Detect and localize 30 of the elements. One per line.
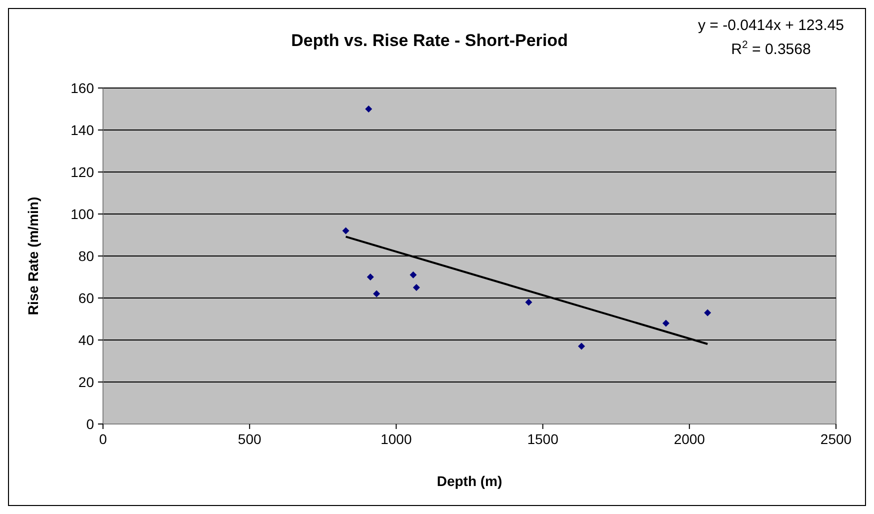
y-tick-label: 60 <box>78 290 94 306</box>
point <box>578 342 585 350</box>
x-tick-label: 1500 <box>527 431 559 447</box>
y-tick-label: 0 <box>86 416 94 432</box>
y-tick-label: 100 <box>70 206 94 222</box>
x-tick-label: 1000 <box>380 431 412 447</box>
point <box>365 106 372 112</box>
point <box>412 284 420 291</box>
chart-title: Depth vs. Rise Rate - Short-Period <box>291 31 568 50</box>
y-tick-label: 160 <box>70 80 94 96</box>
text: y = -0.0414x + 123.45 <box>698 17 844 34</box>
x-axis-title: Depth (m) <box>436 473 502 489</box>
x-tick-label: 2000 <box>674 431 706 447</box>
point <box>662 320 670 327</box>
y-tick-label: 80 <box>78 248 94 264</box>
point <box>410 271 417 278</box>
point <box>342 227 350 234</box>
point <box>525 298 532 306</box>
x-tick-label: 2500 <box>820 431 852 447</box>
x-tick-label: 0 <box>99 431 108 447</box>
y-tick-label: 40 <box>78 332 94 348</box>
text: R$^{2}$ = 0.3568 <box>731 39 811 58</box>
x-tick-label: 500 <box>238 431 262 447</box>
y-tick-label: 120 <box>70 164 94 180</box>
y-tick-label: 20 <box>78 374 94 390</box>
y-tick-label: 140 <box>70 122 94 138</box>
point <box>366 274 374 280</box>
point <box>373 290 380 298</box>
point <box>704 309 712 316</box>
y-axis-title: Rise Rate (m/min) <box>25 196 41 316</box>
